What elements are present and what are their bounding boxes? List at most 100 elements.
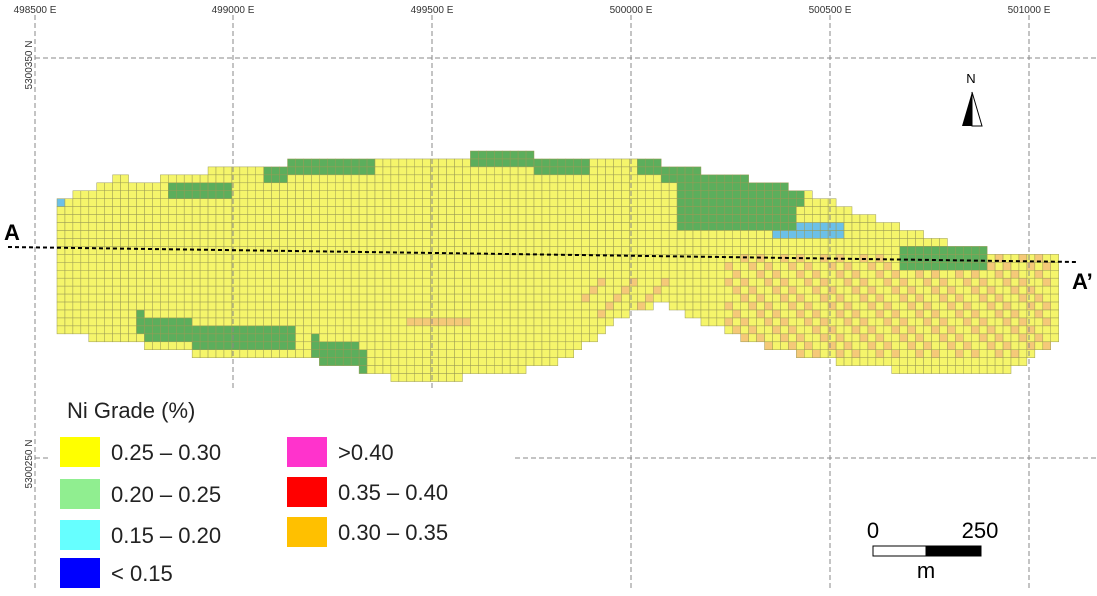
model-block-yellow xyxy=(207,238,217,247)
model-block-yellow xyxy=(494,214,503,223)
model-block-yellow xyxy=(557,285,567,295)
model-block-yellow xyxy=(549,285,559,295)
model-block-yellow xyxy=(692,293,702,303)
model-block-yellow xyxy=(342,333,352,343)
model-block-green xyxy=(335,166,344,176)
model-block-orange xyxy=(819,293,829,303)
model-block-green xyxy=(199,190,209,199)
model-block-yellow xyxy=(287,301,296,311)
model-block-yellow xyxy=(915,325,924,335)
model-block-yellow xyxy=(525,349,535,358)
model-block-yellow xyxy=(168,262,177,271)
model-block-yellow xyxy=(454,325,463,335)
model-block-yellow xyxy=(446,357,455,366)
model-block-green xyxy=(676,222,686,231)
model-block-yellow xyxy=(160,190,169,199)
model-block-green xyxy=(223,325,233,335)
model-block-yellow xyxy=(398,325,408,335)
model-block-green xyxy=(772,214,781,223)
model-block-yellow xyxy=(986,349,996,358)
model-block-yellow xyxy=(700,246,710,255)
model-block-yellow xyxy=(605,238,614,247)
model-block-yellow xyxy=(573,206,582,215)
model-block-yellow xyxy=(311,293,320,303)
model-block-yellow xyxy=(605,246,614,255)
model-block-green xyxy=(494,158,503,168)
model-block-yellow xyxy=(994,325,1004,335)
model-block-green xyxy=(501,150,511,160)
model-block-yellow xyxy=(406,182,415,192)
model-block-yellow xyxy=(128,222,137,231)
model-block-yellow xyxy=(295,325,304,335)
model-block-yellow xyxy=(454,214,463,223)
model-block-yellow xyxy=(557,246,567,255)
model-block-yellow xyxy=(319,277,328,287)
model-block-yellow xyxy=(907,349,916,358)
model-block-yellow xyxy=(128,309,137,319)
model-block-yellow xyxy=(748,238,757,247)
model-block-yellow xyxy=(780,301,789,311)
model-block-yellow xyxy=(144,262,153,271)
model-block-green xyxy=(486,150,495,160)
model-block-yellow xyxy=(557,333,567,343)
model-block-yellow xyxy=(104,309,113,319)
model-block-yellow xyxy=(732,301,741,311)
model-block-yellow xyxy=(827,270,837,279)
model-block-yellow xyxy=(660,262,670,271)
model-block-green xyxy=(700,182,710,192)
model-block-yellow xyxy=(478,166,487,176)
model-block-yellow xyxy=(541,341,551,350)
model-block-yellow xyxy=(557,317,567,327)
model-block-yellow xyxy=(907,357,916,366)
model-block-yellow xyxy=(533,341,543,350)
model-block-yellow xyxy=(438,270,447,279)
model-block-yellow xyxy=(565,277,574,287)
model-block-orange xyxy=(947,341,956,350)
model-block-yellow xyxy=(478,317,487,327)
model-block-yellow xyxy=(56,238,66,247)
model-block-yellow xyxy=(406,230,415,239)
model-block-yellow xyxy=(668,301,678,311)
model-block-yellow xyxy=(565,182,574,192)
model-block-yellow xyxy=(335,238,344,247)
model-block-orange xyxy=(740,333,749,343)
model-block-yellow xyxy=(700,285,710,295)
model-block-orange xyxy=(994,333,1004,343)
model-block-yellow xyxy=(1026,317,1036,327)
model-block-yellow xyxy=(867,214,877,223)
model-block-orange xyxy=(1010,325,1020,335)
legend-item-6: 0.30 – 0.35 xyxy=(287,517,497,547)
model-block-yellow xyxy=(446,166,455,176)
model-block-yellow xyxy=(104,325,113,335)
model-block-yellow xyxy=(947,365,956,374)
model-block-yellow xyxy=(160,222,169,231)
model-block-yellow xyxy=(263,182,272,192)
model-block-yellow xyxy=(780,285,789,295)
model-block-yellow xyxy=(621,230,630,239)
model-block-yellow xyxy=(947,333,956,343)
model-block-orange xyxy=(859,277,869,287)
model-block-yellow xyxy=(494,174,503,184)
model-block-green xyxy=(676,166,686,176)
model-block-yellow xyxy=(621,166,630,176)
model-block-yellow xyxy=(565,285,574,295)
model-block-yellow xyxy=(875,238,885,247)
model-block-yellow xyxy=(112,270,121,279)
model-block-green xyxy=(160,317,169,327)
model-block-yellow xyxy=(509,270,519,279)
model-block-yellow xyxy=(509,277,519,287)
model-block-yellow xyxy=(462,214,471,223)
model-block-yellow xyxy=(358,198,368,207)
model-block-yellow xyxy=(287,277,296,287)
model-block-yellow xyxy=(533,317,543,327)
model-block-yellow xyxy=(724,238,733,247)
model-block-yellow xyxy=(827,317,837,327)
model-block-yellow xyxy=(708,301,718,311)
model-block-yellow xyxy=(501,238,511,247)
model-block-yellow xyxy=(398,214,408,223)
model-block-green xyxy=(668,174,678,184)
model-block-green xyxy=(342,158,352,168)
model-block-yellow xyxy=(923,238,932,247)
model-block-yellow xyxy=(509,333,519,343)
model-block-yellow xyxy=(645,190,654,199)
